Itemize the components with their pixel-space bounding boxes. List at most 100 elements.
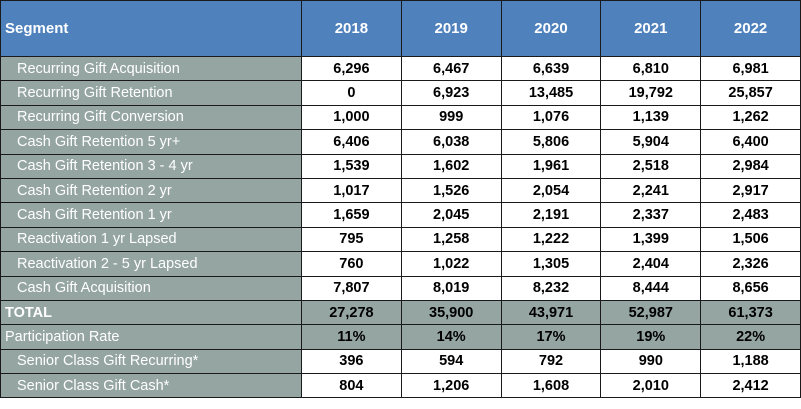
year-header: 2019 — [400, 0, 502, 57]
table-cell: 804 — [301, 373, 402, 399]
table-cell: 7,807 — [301, 275, 402, 301]
table-cell: 6,406 — [301, 129, 402, 155]
participation-rate-cell: 19% — [600, 324, 702, 350]
total-cell: 61,373 — [700, 299, 801, 326]
row-label: Recurring Gift Retention — [0, 80, 302, 106]
table-cell: 2,412 — [700, 373, 801, 399]
table-cell: 1,000 — [301, 104, 402, 131]
table-cell: 2,241 — [600, 177, 702, 204]
table-cell: 1,526 — [400, 177, 502, 204]
table-cell: 1,539 — [301, 153, 402, 179]
year-header: 2018 — [301, 0, 402, 57]
table-cell: 2,326 — [700, 251, 801, 277]
table-cell: 1,022 — [400, 251, 502, 277]
table-cell: 6,038 — [400, 129, 502, 155]
table-cell: 990 — [600, 348, 702, 375]
participation-rate-cell: 11% — [301, 324, 402, 350]
table-row: Reactivation 2 - 5 yr Lapsed 760 1,022 1… — [0, 251, 801, 277]
row-label: Recurring Gift Acquisition — [0, 55, 302, 82]
table-cell: 1,222 — [500, 226, 602, 253]
table-cell: 2,054 — [500, 177, 602, 204]
row-label: Cash Gift Acquisition — [0, 275, 302, 301]
table-cell: 760 — [301, 251, 402, 277]
table-cell: 2,483 — [700, 202, 801, 228]
table-cell: 1,262 — [700, 104, 801, 131]
table-cell: 2,917 — [700, 177, 801, 204]
table-cell: 6,923 — [400, 80, 502, 106]
table-row: Cash Gift Acquisition 7,807 8,019 8,232 … — [0, 275, 801, 301]
table-cell: 6,981 — [700, 55, 801, 82]
table-cell: 6,467 — [400, 55, 502, 82]
table-cell: 6,639 — [500, 55, 602, 82]
table-cell: 2,404 — [600, 251, 702, 277]
table-cell: 1,602 — [400, 153, 502, 179]
table-cell: 792 — [500, 348, 602, 375]
table-cell: 25,857 — [700, 80, 801, 106]
table-cell: 2,191 — [500, 202, 602, 228]
table-cell: 2,984 — [700, 153, 801, 179]
table-cell: 999 — [400, 104, 502, 131]
senior-class-row: Senior Class Gift Cash* 804 1,206 1,608 … — [0, 373, 801, 399]
year-header: 2020 — [500, 0, 602, 57]
total-cell: 43,971 — [500, 299, 602, 326]
table-cell: 5,806 — [500, 129, 602, 155]
participation-rate-row: Participation Rate 11% 14% 17% 19% 22% — [0, 324, 801, 350]
row-label: Reactivation 1 yr Lapsed — [0, 226, 302, 253]
participation-rate-cell: 22% — [700, 324, 801, 350]
table-cell: 1,076 — [500, 104, 602, 131]
table-cell: 1,188 — [700, 348, 801, 375]
total-cell: 27,278 — [301, 299, 402, 326]
row-label: Recurring Gift Conversion — [0, 104, 302, 131]
table-cell: 8,656 — [700, 275, 801, 301]
table-cell: 1,961 — [500, 153, 602, 179]
table-cell: 6,810 — [600, 55, 702, 82]
year-header: 2022 — [700, 0, 801, 57]
table-cell: 8,232 — [500, 275, 602, 301]
table-row: Cash Gift Retention 5 yr+ 6,406 6,038 5,… — [0, 129, 801, 155]
table-cell: 2,337 — [600, 202, 702, 228]
row-label: Cash Gift Retention 1 yr — [0, 202, 302, 228]
table-row: Recurring Gift Retention 0 6,923 13,485 … — [0, 80, 801, 106]
row-label: Cash Gift Retention 2 yr — [0, 177, 302, 204]
total-label: TOTAL — [0, 299, 302, 326]
row-label: Senior Class Gift Recurring* — [0, 348, 302, 375]
table-cell: 1,506 — [700, 226, 801, 253]
table-cell: 1,659 — [301, 202, 402, 228]
table-cell: 8,444 — [600, 275, 702, 301]
table-cell: 13,485 — [500, 80, 602, 106]
table-row: Cash Gift Retention 3 - 4 yr 1,539 1,602… — [0, 153, 801, 179]
table-cell: 1,399 — [600, 226, 702, 253]
table-cell: 795 — [301, 226, 402, 253]
participation-rate-cell: 14% — [400, 324, 502, 350]
table-row: Cash Gift Retention 1 yr 1,659 2,045 2,1… — [0, 202, 801, 228]
table-cell: 6,400 — [700, 129, 801, 155]
segment-table: Segment 2018 2019 2020 2021 2022 Recurri… — [0, 0, 801, 399]
row-label: Cash Gift Retention 5 yr+ — [0, 129, 302, 155]
table-row: Reactivation 1 yr Lapsed 795 1,258 1,222… — [0, 226, 801, 253]
participation-rate-label: Participation Rate — [0, 324, 302, 350]
segment-header: Segment — [0, 0, 302, 57]
table-cell: 2,518 — [600, 153, 702, 179]
participation-rate-cell: 17% — [500, 324, 602, 350]
table-cell: 594 — [400, 348, 502, 375]
table-cell: 0 — [301, 80, 402, 106]
total-cell: 52,987 — [600, 299, 702, 326]
year-header: 2021 — [600, 0, 702, 57]
table-cell: 2,010 — [600, 373, 702, 399]
table-cell: 1,206 — [400, 373, 502, 399]
table-cell: 6,296 — [301, 55, 402, 82]
table-cell: 1,258 — [400, 226, 502, 253]
total-row: TOTAL 27,278 35,900 43,971 52,987 61,373 — [0, 299, 801, 326]
table-cell: 8,019 — [400, 275, 502, 301]
table-row: Recurring Gift Acquisition 6,296 6,467 6… — [0, 55, 801, 82]
table-cell: 1,017 — [301, 177, 402, 204]
table-row: Cash Gift Retention 2 yr 1,017 1,526 2,0… — [0, 177, 801, 204]
row-label: Reactivation 2 - 5 yr Lapsed — [0, 251, 302, 277]
row-label: Cash Gift Retention 3 - 4 yr — [0, 153, 302, 179]
table-cell: 19,792 — [600, 80, 702, 106]
table-row: Recurring Gift Conversion 1,000 999 1,07… — [0, 104, 801, 131]
table-cell: 1,139 — [600, 104, 702, 131]
table-cell: 1,305 — [500, 251, 602, 277]
total-cell: 35,900 — [400, 299, 502, 326]
table-cell: 396 — [301, 348, 402, 375]
